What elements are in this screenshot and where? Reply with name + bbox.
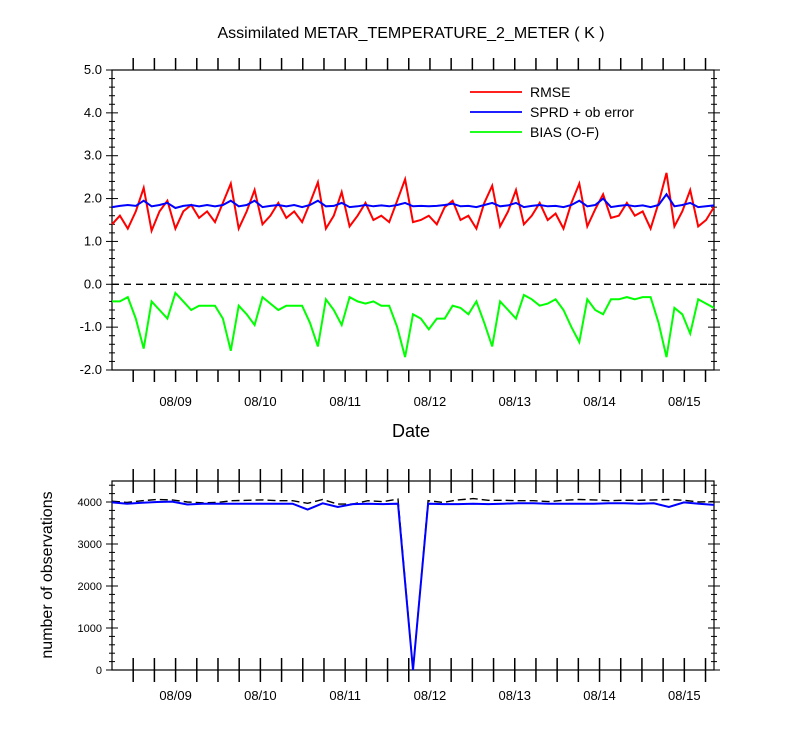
y-tick-label: -2.0	[80, 362, 102, 377]
y-tick-label: 2.0	[84, 191, 102, 206]
series-line-assimilated	[111, 500, 715, 671]
chart-title: Assimilated METAR_TEMPERATURE_2_METER ( …	[217, 25, 604, 42]
x-tick-label: 08/14	[583, 394, 616, 409]
observations-panel: 08/09 08/10 08/11 08/12 08/13 08/14 08/15 4000 3…	[78, 469, 720, 703]
x-tick-label: 08/14	[583, 688, 616, 703]
y-tick-label: 4000	[78, 497, 102, 509]
y-tick-label: 3.0	[84, 148, 102, 163]
series-line-possible	[111, 497, 715, 671]
legend-label: RMSE	[530, 84, 570, 100]
x-tick-label: 08/13	[498, 394, 531, 409]
series-line-rmse	[111, 172, 715, 235]
y-tick-label: 1000	[78, 623, 102, 635]
x-tick-label: 08/13	[498, 688, 531, 703]
x-tick-label: 08/09	[159, 394, 192, 409]
legend-label: SPRD + ob error	[530, 104, 634, 120]
plot-frame	[111, 480, 715, 671]
x-axis-label: Date	[392, 421, 430, 441]
x-tick-label: 08/15	[668, 394, 701, 409]
y-tick-label: 4.0	[84, 105, 102, 120]
rmse-bias-panel: 08/09 08/10 08/11 08/12 08/13 08/14 08/15 5.0 4.…	[80, 58, 720, 409]
x-tick-label: 08/10	[244, 394, 277, 409]
y-tick-label: 0.0	[84, 276, 102, 291]
x-tick-label: 08/12	[414, 394, 447, 409]
y-tick-label: -1.0	[80, 319, 102, 334]
x-tick-label: 08/15	[668, 688, 701, 703]
x-tick-label: 08/12	[414, 688, 447, 703]
x-tick-label: 08/11	[329, 688, 361, 703]
y-tick-label: 3000	[78, 539, 102, 551]
y-axis-label: number of observations	[39, 491, 56, 658]
x-tick-label: 08/11	[329, 394, 361, 409]
x-tick-label: 08/10	[244, 688, 277, 703]
y-tick-label: 2000	[78, 581, 102, 593]
series-line-bias-o-f	[112, 290, 715, 358]
y-tick-label: 0	[96, 665, 102, 677]
y-tick-label: 5.0	[84, 62, 102, 77]
legend-label: BIAS (O-F)	[530, 124, 599, 140]
y-tick-label: 1.0	[84, 233, 102, 248]
plot-frame	[111, 69, 715, 371]
x-tick-label: 08/09	[159, 688, 192, 703]
series-line-sprd-ob-error	[111, 192, 715, 210]
